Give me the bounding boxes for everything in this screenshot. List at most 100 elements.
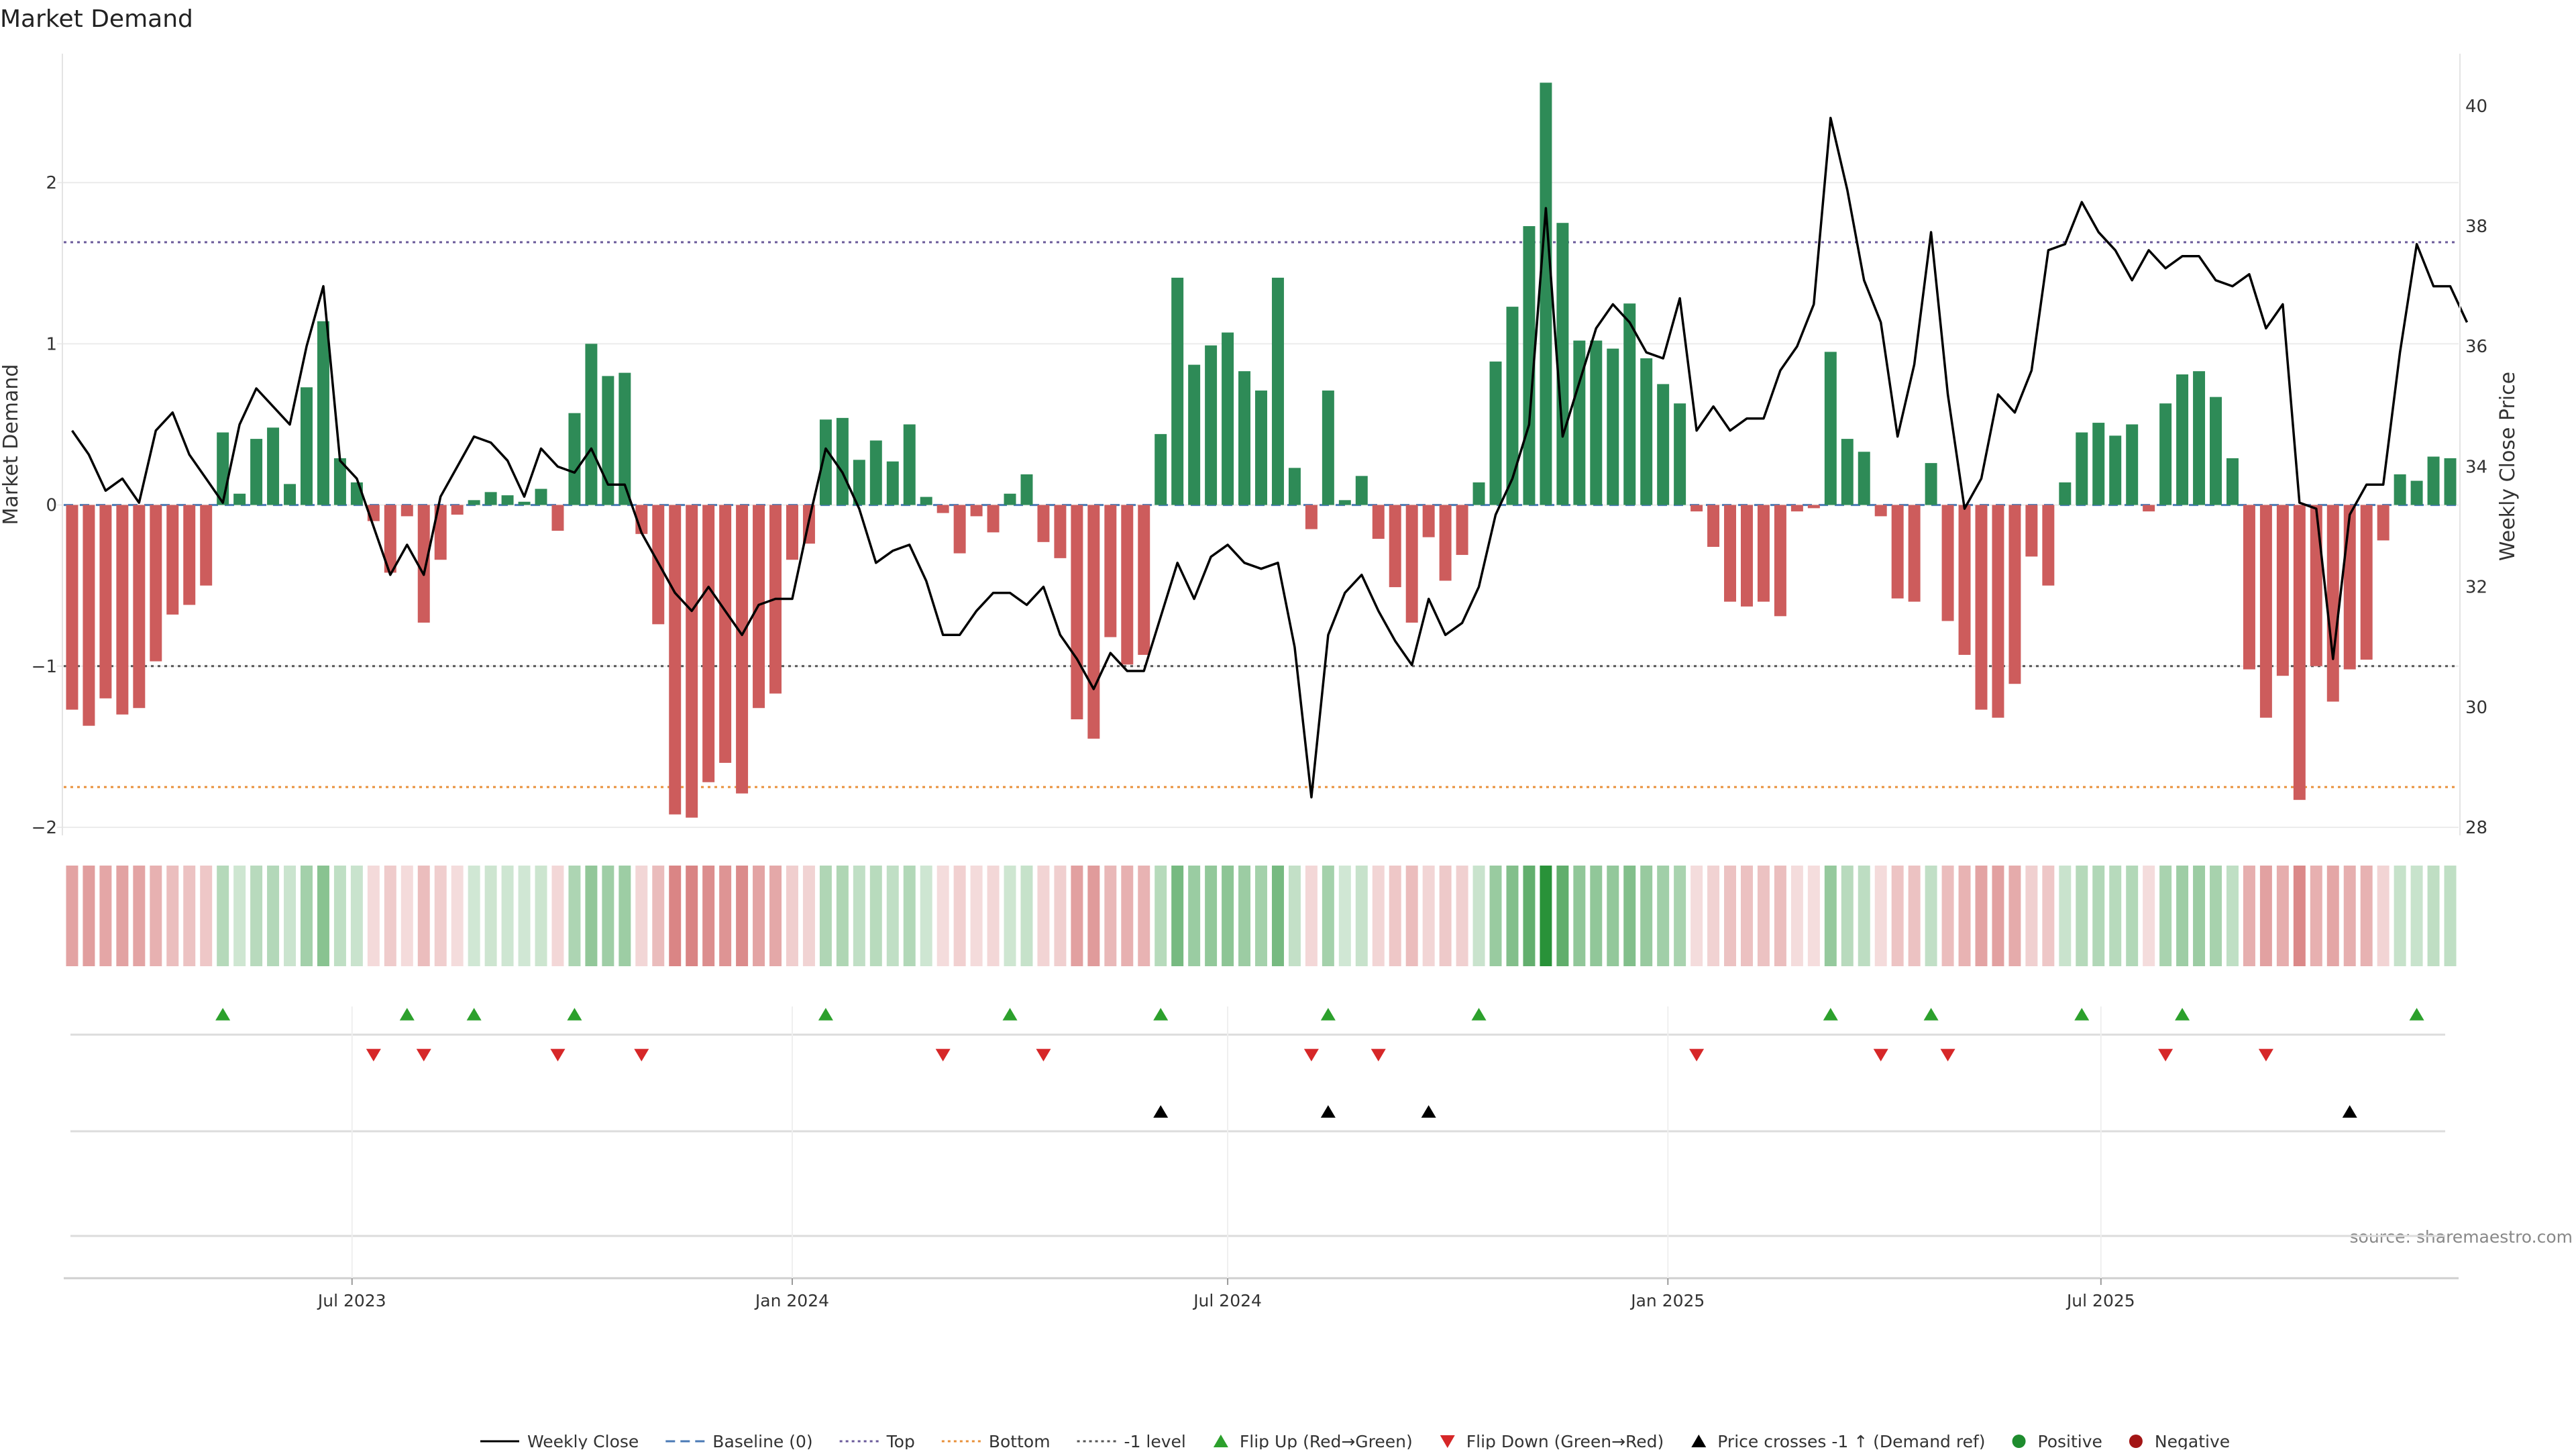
heat-cell <box>836 866 849 966</box>
demand-bar <box>1690 505 1703 512</box>
heat-cell <box>233 866 246 966</box>
demand-bar <box>1757 505 1770 602</box>
heat-cell <box>1573 866 1586 966</box>
heat-cell <box>736 866 749 966</box>
demand-bar <box>2427 456 2440 505</box>
heat-cell <box>1774 866 1786 966</box>
demand-bar <box>686 505 698 818</box>
demand-bar <box>1506 307 1519 505</box>
heat-cell <box>384 866 396 966</box>
heat-cell <box>1975 866 1988 966</box>
demand-bar <box>602 376 614 505</box>
demand-bar <box>1707 505 1720 548</box>
demand-bar <box>1891 505 1904 599</box>
heat-cell <box>1238 866 1251 966</box>
heat-cell <box>1590 866 1603 966</box>
heat-cell <box>602 866 614 966</box>
heat-cell <box>150 866 162 966</box>
legend-item: Flip Down (Green→Red) <box>1440 1432 1664 1451</box>
heat-cell <box>1707 866 1720 966</box>
demand-bar <box>920 497 932 505</box>
legend-label: Weekly Close <box>527 1432 639 1449</box>
demand-bar <box>1255 391 1267 505</box>
heat-cell <box>635 866 648 966</box>
demand-bar <box>702 505 715 782</box>
flip-down-marker <box>1371 1049 1386 1061</box>
demand-bar <box>669 505 682 815</box>
heat-cell <box>1757 866 1770 966</box>
demand-bar <box>317 321 329 505</box>
demand-bar <box>987 505 1000 533</box>
demand-bar <box>1238 371 1251 505</box>
x-axis: Jul 2023 Jan 2024 Jul 2024 Jan 2025 Jul 2025 <box>64 1006 2459 1310</box>
demand-bar <box>2059 482 2072 505</box>
event-markers <box>70 1008 2445 1237</box>
heat-cell <box>535 866 547 966</box>
heat-cell <box>1422 866 1435 966</box>
heat-cell <box>2042 866 2055 966</box>
heat-cell <box>1104 866 1117 966</box>
price-cross-marker <box>1153 1105 1169 1118</box>
flip-up-marker <box>2409 1008 2424 1021</box>
y-right-tick-label: 28 <box>2465 818 2487 838</box>
heat-cell <box>1405 866 1418 966</box>
heat-cell <box>367 866 380 966</box>
demand-bar <box>1071 505 1083 720</box>
legend-item: Price crosses -1 ↑ (Demand ref) <box>1691 1432 1986 1451</box>
demand-bar <box>250 439 263 505</box>
flip-up-marker <box>1002 1008 1018 1021</box>
demand-bar <box>1992 505 2004 718</box>
heat-cell <box>1439 866 1452 966</box>
heat-cell <box>133 866 146 966</box>
heat-cell <box>1305 866 1318 966</box>
heat-cell <box>2210 866 2222 966</box>
heat-cell <box>1841 866 1854 966</box>
heat-cell <box>1690 866 1703 966</box>
demand-bar <box>585 344 598 505</box>
legend-label: Price crosses -1 ↑ (Demand ref) <box>1717 1432 1985 1449</box>
heat-cell <box>1271 866 1284 966</box>
heat-cell <box>1138 866 1150 966</box>
heat-cell <box>2377 866 2390 966</box>
heat-cell <box>1824 866 1837 966</box>
x-tick-label: Jul 2023 <box>317 1291 386 1310</box>
demand-bar <box>1858 452 1870 505</box>
demand-bar <box>1874 505 1887 517</box>
demand-bar <box>484 492 497 505</box>
heat-cell <box>1004 866 1016 966</box>
demand-bar <box>1087 505 1100 739</box>
demand-bar <box>2444 458 2457 505</box>
heat-cell <box>987 866 1000 966</box>
heat-cell <box>585 866 598 966</box>
demand-bar <box>400 505 413 517</box>
heat-cell <box>769 866 782 966</box>
flip-down-marker <box>1873 1049 1888 1061</box>
heat-cell <box>652 866 665 966</box>
heat-cell <box>434 866 447 966</box>
demand-bar <box>970 505 983 517</box>
flip-down-marker <box>416 1049 431 1061</box>
heat-cell <box>518 866 531 966</box>
heat-cell <box>686 866 698 966</box>
heat-cell <box>802 866 815 966</box>
heat-cell <box>2008 866 2021 966</box>
heat-cell <box>1205 866 1218 966</box>
flip-down-marker <box>1940 1049 1955 1061</box>
heat-cell <box>468 866 480 966</box>
demand-bar <box>1925 463 1937 505</box>
heat-cell <box>1355 866 1368 966</box>
demand-bar <box>1355 476 1368 505</box>
legend-label: -1 level <box>1124 1432 1186 1449</box>
demand-bar <box>99 505 112 698</box>
heat-cell <box>83 866 95 966</box>
heat-cell <box>267 866 280 966</box>
demand-bar <box>417 505 430 623</box>
demand-bar <box>1188 364 1201 505</box>
heat-cell <box>1322 866 1334 966</box>
heat-cell <box>2360 866 2373 966</box>
demand-bar <box>1674 403 1686 505</box>
demand-bar <box>1104 505 1117 637</box>
demand-bar <box>1222 332 1234 505</box>
demand-bar <box>116 505 129 715</box>
heat-cell <box>1372 866 1385 966</box>
